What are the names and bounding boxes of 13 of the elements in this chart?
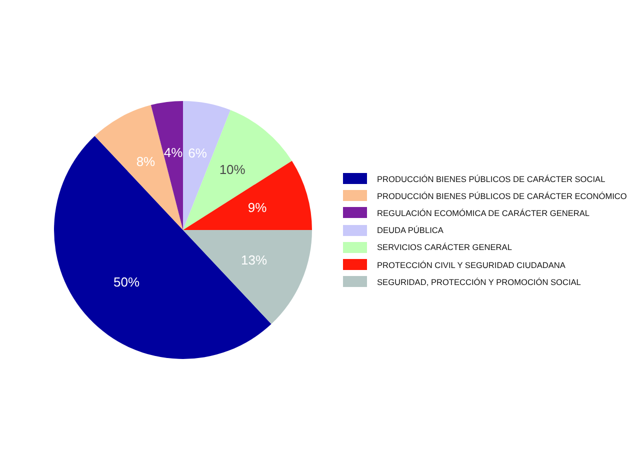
data-label: 13% bbox=[241, 252, 268, 268]
data-label: 50% bbox=[114, 274, 140, 290]
legend-label: REGULACIÓN ECOMÓMICA DE CARÁCTER GENERAL bbox=[377, 208, 590, 218]
data-label: 9% bbox=[248, 200, 268, 215]
legend-label: DEUDA PÚBLICA bbox=[377, 225, 444, 236]
data-label: 10% bbox=[219, 162, 246, 177]
data-label: 8% bbox=[136, 154, 156, 169]
legend-label: SEGURIDAD, PROTECCIÓN Y PROMOCIÓN SOCIAL bbox=[377, 276, 581, 287]
legend-label: PRODUCCIÓN BIENES PÚBLICOS DE CARÁCTER ECONÓMICO bbox=[377, 190, 627, 201]
legend-label: PRODUCCIÓN BIENES PÚBLICOS DE CARÁCTER SOCIAL bbox=[377, 174, 606, 184]
legend-label: SERVICIOS CARÁCTER GENERAL bbox=[377, 242, 512, 252]
data-label: 4% bbox=[164, 144, 184, 160]
legend-label: PROTECCIÓN CIVIL Y SEGURIDAD CIUDADANA bbox=[377, 260, 566, 270]
